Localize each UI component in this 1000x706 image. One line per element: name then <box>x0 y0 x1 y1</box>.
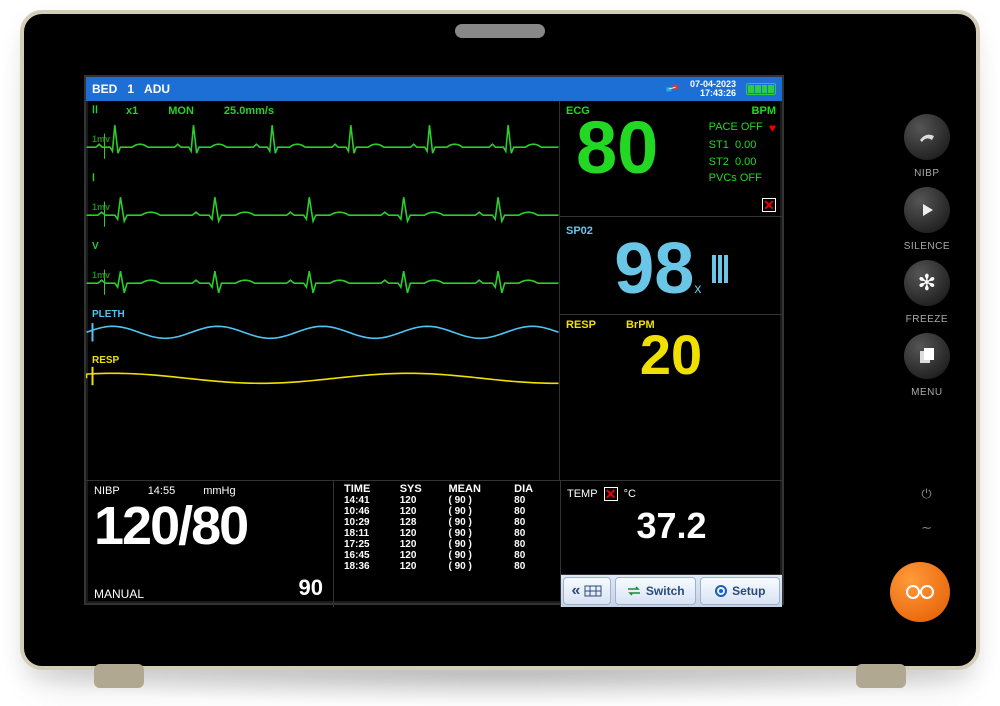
knob-icon <box>905 582 935 602</box>
pleth-label: PLETH <box>92 309 125 320</box>
rotary-knob[interactable] <box>890 562 950 622</box>
ecg-waveform <box>86 103 559 171</box>
play-icon <box>918 201 936 219</box>
scale-label: 1mv <box>92 270 110 280</box>
ecg-waveform <box>86 239 559 307</box>
scale-label: 1mv <box>92 202 110 212</box>
screen: BED 1 ADU 07-04-202317:43:26 x1 MON 25.0… <box>84 75 784 605</box>
nibp-mode: MANUAL <box>94 587 144 601</box>
silence-label: SILENCE <box>904 241 950 252</box>
ac-icon: ∼ <box>921 520 932 536</box>
lead-name: ⅠⅠ <box>92 105 98 116</box>
bed-number: 1 <box>127 82 134 96</box>
nav-back-button[interactable]: « <box>563 577 611 605</box>
nibp-label: NIBP <box>914 168 939 179</box>
vitals-panels: ECG BPM 80 PACE OFF♥ ST1 0.00 ST2 0.00 P… <box>560 101 782 480</box>
temp-title: TEMP <box>567 488 598 500</box>
resp-waveform <box>86 353 559 399</box>
history-row: 18:36120( 90 )80 <box>340 561 554 572</box>
nibp-value: 120/80 <box>94 499 325 553</box>
cuff-icon <box>916 126 938 148</box>
ecg-value: 80 <box>576 117 658 180</box>
swap-icon <box>626 586 642 596</box>
temp-unit: °C <box>624 488 636 500</box>
history-row: 10:29128( 90 )80 <box>340 517 554 528</box>
patient-monitor-device: BED 1 ADU 07-04-202317:43:26 x1 MON 25.0… <box>20 10 980 670</box>
patient-type: ADU <box>144 82 170 96</box>
history-row: 14:41120( 90 )80 <box>340 495 554 506</box>
setup-button[interactable]: Setup <box>700 577 781 605</box>
grid-icon <box>584 585 602 597</box>
status-bar: BED 1 ADU 07-04-202317:43:26 <box>86 77 782 101</box>
freeze-label: FREEZE <box>906 314 948 325</box>
nibp-history: TIMESYSMEANDIA14:41120( 90 )8010:46120( … <box>334 481 560 607</box>
ecg-side-stats: PACE OFF♥ ST1 0.00 ST2 0.00 PVCs OFF <box>709 119 776 187</box>
snowflake-icon: ✻ <box>918 270 936 296</box>
history-row: 17:25120( 90 )80 <box>340 539 554 550</box>
ecg-lead-row: V 1mv <box>86 239 559 307</box>
history-header: MEAN <box>445 483 511 495</box>
history-row: 18:11120( 90 )80 <box>340 528 554 539</box>
history-row: 10:46120( 90 )80 <box>340 506 554 517</box>
alarm-off-icon: ✕ <box>762 198 776 212</box>
nibp-panel[interactable]: NIBP 14:55 mmHg 120/80 MANUAL 90 <box>86 481 334 607</box>
gear-icon <box>714 584 728 598</box>
power-icon: ⏻ <box>921 486 931 502</box>
waveform-area: x1 MON 25.0mm/s ⅠⅠ 1mv Ⅰ 1mv V 1mv PLETH… <box>86 101 560 480</box>
network-icon <box>666 84 680 94</box>
alarm-off-icon: ✕ <box>604 487 618 501</box>
nibp-button[interactable] <box>904 114 950 160</box>
lead-name: Ⅰ <box>92 173 95 184</box>
history-header: TIME <box>340 483 396 495</box>
lead-name: V <box>92 241 99 252</box>
history-row: 16:45120( 90 )80 <box>340 550 554 561</box>
temp-value: 37.2 <box>567 505 776 547</box>
heart-icon: ♥ <box>769 119 776 137</box>
resp-label: RESP <box>92 355 119 366</box>
ecg-unit: BPM <box>752 105 776 117</box>
ecg-lead-row: ⅠⅠ 1mv <box>86 103 559 171</box>
spo2-title: SP02 <box>566 225 593 237</box>
power-indicators: ⏻ ∼ <box>921 486 932 536</box>
spo2-panel[interactable]: SP02 98x <box>560 217 782 315</box>
history-header: SYS <box>396 483 445 495</box>
resp-value: 20 <box>566 331 776 379</box>
resp-title: RESP <box>566 319 596 331</box>
spo2-value: 98 <box>614 229 694 309</box>
freeze-button[interactable]: ✻ <box>904 260 950 306</box>
resp-panel[interactable]: RESP BrPM 20 <box>560 315 782 393</box>
switch-button[interactable]: Switch <box>615 577 696 605</box>
ecg-waveform <box>86 171 559 239</box>
bed-label: BED <box>92 82 117 96</box>
resp-row: RESP <box>86 353 559 399</box>
ecg-panel[interactable]: ECG BPM 80 PACE OFF♥ ST1 0.00 ST2 0.00 P… <box>560 101 782 217</box>
history-header: DIA <box>510 483 554 495</box>
nibp-mean: 90 <box>299 575 323 601</box>
silence-button[interactable] <box>904 187 950 233</box>
documents-icon <box>917 346 937 366</box>
soft-button-bar: « Switch Setup <box>561 575 782 607</box>
hardware-button-column: NIBP SILENCE ✻ FREEZE MENU <box>904 114 950 398</box>
scale-label: 1mv <box>92 134 110 144</box>
menu-label: MENU <box>911 387 942 398</box>
temp-panel[interactable]: TEMP ✕ °C 37.2 <box>561 481 782 575</box>
pleth-row: PLETH <box>86 307 559 353</box>
battery-icon <box>746 83 776 95</box>
pleth-waveform <box>86 307 559 353</box>
menu-button[interactable] <box>904 333 950 379</box>
spo2-bar-icon <box>712 255 728 283</box>
ecg-lead-row: Ⅰ 1mv <box>86 171 559 239</box>
datetime: 07-04-202317:43:26 <box>690 80 736 98</box>
